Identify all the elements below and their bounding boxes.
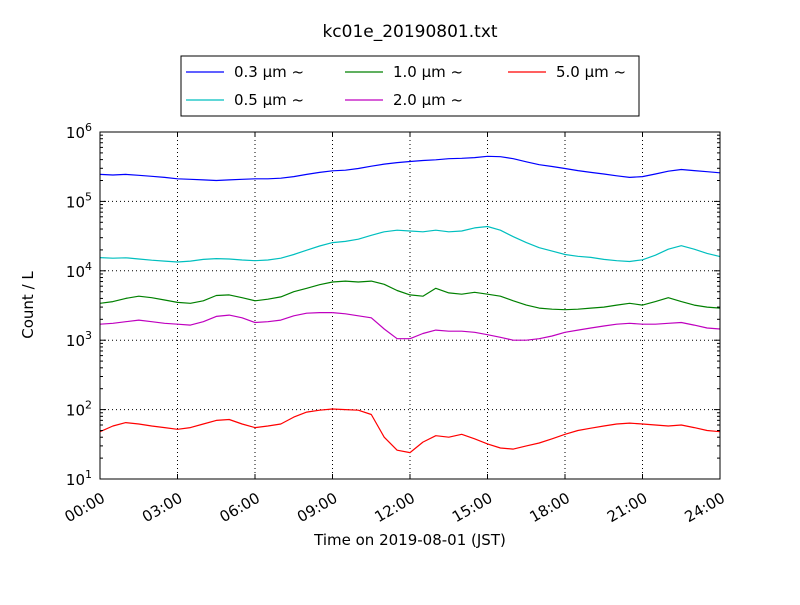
y-tick-label: 104 (66, 260, 92, 281)
grid (100, 132, 720, 479)
y-tick-label: 106 (66, 121, 92, 142)
legend: 0.3 μm ~ 0.5 μm ~ 1.0 μm ~ 2.0 μm ~ 5.0 μm ~ (180, 55, 640, 117)
legend-label: 1.0 μm ~ (393, 63, 463, 81)
y-tick-label: 101 (66, 468, 92, 489)
series-line-2 (99, 225, 721, 263)
legend-label: 0.3 μm ~ (234, 63, 304, 81)
legend-label: 5.0 μm ~ (556, 63, 626, 81)
legend-box (180, 55, 640, 117)
legend-label: 0.5 μm ~ (234, 91, 304, 109)
y-tick-label: 105 (66, 190, 92, 211)
series-line-1 (99, 155, 721, 182)
y-tick-label: 102 (66, 399, 92, 420)
x-axis-label: Time on 2019-08-01 (JST) (313, 531, 506, 549)
y-tick-label: 103 (66, 329, 92, 350)
series-line-3 (99, 280, 721, 311)
series-line-5 (99, 408, 721, 454)
ticks (99, 131, 721, 480)
chart-title: kc01e_20190801.txt (322, 22, 497, 42)
y-axis-label: Count / L (19, 271, 37, 339)
legend-label: 2.0 μm ~ (393, 91, 463, 109)
series-layer (99, 155, 721, 454)
series-line-4 (99, 312, 721, 341)
y-tick-labels: 101 102 103 104 105 106 (66, 121, 92, 489)
